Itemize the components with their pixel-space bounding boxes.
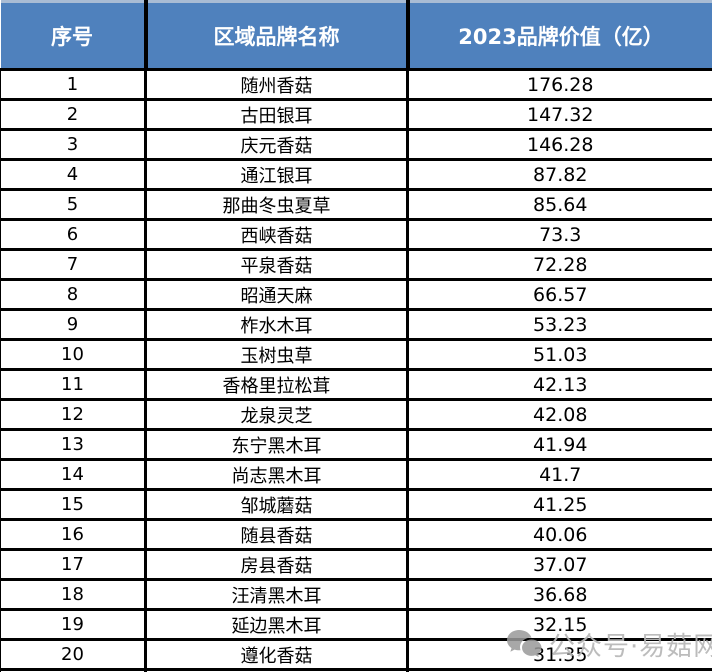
rank-cell: 18 [0, 579, 147, 611]
brand-name-cell: 东宁黑木耳 [144, 429, 409, 461]
table-row: 15 邹城蘑菇 41.25 [0, 489, 712, 521]
brand-value-cell: 51.03 [406, 339, 712, 371]
rank-cell: 8 [0, 279, 147, 311]
rank-cell: 10 [0, 339, 147, 371]
rank-cell: 3 [0, 129, 147, 161]
brand-name-cell: 通江银耳 [144, 159, 409, 191]
brand-name-cell: 昭通天麻 [144, 279, 409, 311]
brand-value-cell: 146.28 [406, 129, 712, 161]
rank-cell: 2 [0, 99, 147, 131]
rank-cell: 14 [0, 459, 147, 491]
brand-name-cell: 玉树虫草 [144, 339, 409, 371]
table-row: 18 汪清黑木耳 36.68 [0, 579, 712, 611]
table-row: 13 东宁黑木耳 41.94 [0, 429, 712, 461]
rank-cell: 9 [0, 309, 147, 341]
empty-cell [0, 669, 147, 672]
table-row: 9 柞水木耳 53.23 [0, 309, 712, 341]
brand-name-cell: 房县香菇 [144, 549, 409, 581]
table-row: 20 遵化香菇 31.35 [0, 639, 712, 671]
table-header: 序号 区域品牌名称 2023品牌价值（亿） [0, 0, 712, 71]
table-row: 19 延边黑木耳 32.15 [0, 609, 712, 641]
brand-value-cell: 41.7 [406, 459, 712, 491]
header-brand-value: 2023品牌价值（亿） [407, 0, 712, 71]
brand-name-cell: 延边黑木耳 [144, 609, 409, 641]
brand-value-cell: 36.68 [406, 579, 712, 611]
brand-value-cell: 41.94 [406, 429, 712, 461]
brand-value-cell: 176.28 [406, 69, 712, 101]
brand-value-cell: 32.15 [406, 609, 712, 641]
table-row: 11 香格里拉松茸 42.13 [0, 369, 712, 401]
table-row: 12 龙泉灵芝 42.08 [0, 399, 712, 431]
empty-cell [406, 669, 712, 672]
brand-name-cell: 柞水木耳 [144, 309, 409, 341]
empty-cell [144, 669, 409, 672]
brand-value-cell: 37.07 [406, 549, 712, 581]
rank-cell: 11 [0, 369, 147, 401]
brand-value-cell: 147.32 [406, 99, 712, 131]
brand-name-cell: 平泉香菇 [144, 249, 409, 281]
brand-name-cell: 随县香菇 [144, 519, 409, 551]
brand-value-cell: 40.06 [406, 519, 712, 551]
brand-value-cell: 41.25 [406, 489, 712, 521]
brand-name-cell: 香格里拉松茸 [144, 369, 409, 401]
table-body: 1 随州香菇 176.28 2 古田银耳 147.32 3 庆元香菇 146.28 4 通江银耳 87… [0, 69, 712, 672]
table-row: 6 西峡香菇 73.3 [0, 219, 712, 251]
brand-name-cell: 尚志黑木耳 [144, 459, 409, 491]
brand-value-cell: 72.28 [406, 249, 712, 281]
table-row: 7 平泉香菇 72.28 [0, 249, 712, 281]
brand-value-cell: 87.82 [406, 159, 712, 191]
header-rank: 序号 [0, 0, 146, 71]
table-row: 14 尚志黑木耳 41.7 [0, 459, 712, 491]
rank-cell: 13 [0, 429, 147, 461]
brand-value-cell: 53.23 [406, 309, 712, 341]
brand-name-cell: 那曲冬虫夏草 [144, 189, 409, 221]
brand-value-cell: 42.08 [406, 399, 712, 431]
brand-value-cell: 31.35 [406, 639, 712, 671]
brand-value-cell: 85.64 [406, 189, 712, 221]
brand-name-cell: 古田银耳 [144, 99, 409, 131]
rank-cell: 4 [0, 159, 147, 191]
table-row: 10 玉树虫草 51.03 [0, 339, 712, 371]
brand-name-cell: 遵化香菇 [144, 639, 409, 671]
rank-cell: 1 [0, 69, 147, 101]
partial-row [0, 669, 712, 672]
header-row: 序号 区域品牌名称 2023品牌价值（亿） [0, 0, 712, 71]
rank-cell: 12 [0, 399, 147, 431]
table-row: 1 随州香菇 176.28 [0, 69, 712, 101]
brand-name-cell: 邹城蘑菇 [144, 489, 409, 521]
table-row: 8 昭通天麻 66.57 [0, 279, 712, 311]
rank-cell: 17 [0, 549, 147, 581]
brand-name-cell: 随州香菇 [144, 69, 409, 101]
table-row: 17 房县香菇 37.07 [0, 549, 712, 581]
rank-cell: 7 [0, 249, 147, 281]
rank-cell: 16 [0, 519, 147, 551]
rank-cell: 15 [0, 489, 147, 521]
rank-cell: 5 [0, 189, 147, 221]
table-row: 3 庆元香菇 146.28 [0, 129, 712, 161]
brand-value-cell: 42.13 [406, 369, 712, 401]
rank-cell: 20 [0, 639, 147, 671]
brand-value-cell: 73.3 [406, 219, 712, 251]
rank-cell: 6 [0, 219, 147, 251]
brand-name-cell: 庆元香菇 [144, 129, 409, 161]
brand-name-cell: 汪清黑木耳 [144, 579, 409, 611]
header-brand-name: 区域品牌名称 [143, 0, 410, 71]
table-row: 16 随县香菇 40.06 [0, 519, 712, 551]
brand-value-cell: 66.57 [406, 279, 712, 311]
rank-cell: 19 [0, 609, 147, 641]
brand-name-cell: 西峡香菇 [144, 219, 409, 251]
table-row: 5 那曲冬虫夏草 85.64 [0, 189, 712, 221]
table-row: 4 通江银耳 87.82 [0, 159, 712, 191]
table-row: 2 古田银耳 147.32 [0, 99, 712, 131]
brand-name-cell: 龙泉灵芝 [144, 399, 409, 431]
